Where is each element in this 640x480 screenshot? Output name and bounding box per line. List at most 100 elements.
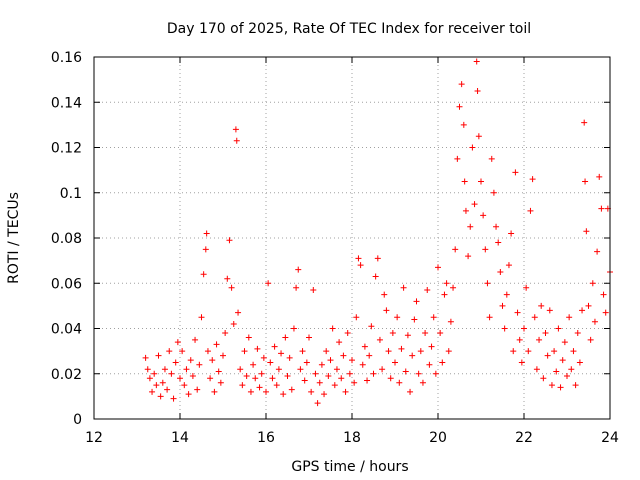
data-point	[275, 366, 282, 373]
y-tick-label: 0.16	[51, 50, 82, 66]
data-point	[576, 359, 583, 366]
data-point	[568, 366, 575, 373]
x-tick-label: 12	[85, 430, 103, 446]
data-point	[157, 393, 164, 400]
data-point	[510, 348, 517, 355]
data-point	[493, 223, 500, 230]
data-point	[161, 366, 168, 373]
data-point	[243, 373, 250, 380]
data-point	[585, 302, 592, 309]
data-point	[394, 314, 401, 321]
data-point	[340, 352, 347, 359]
data-point	[174, 339, 181, 346]
data-point	[538, 302, 545, 309]
data-point	[587, 336, 594, 343]
data-point	[239, 382, 246, 389]
data-point	[215, 368, 222, 375]
data-point	[288, 386, 295, 393]
y-tick-label: 0.14	[51, 95, 82, 111]
data-point	[469, 144, 476, 151]
data-point	[351, 379, 358, 386]
data-point	[374, 255, 381, 262]
data-point	[220, 352, 226, 359]
data-point	[551, 348, 558, 355]
data-point	[428, 343, 435, 350]
data-point	[501, 325, 508, 332]
data-point	[301, 377, 308, 384]
data-point	[561, 339, 568, 346]
data-point	[359, 361, 366, 368]
data-point	[591, 318, 598, 325]
data-point	[467, 223, 474, 230]
data-point	[280, 391, 287, 398]
data-point	[213, 341, 220, 348]
data-point	[222, 330, 229, 337]
y-tick-label: 0.04	[51, 322, 82, 338]
x-axis-label: GPS time / hours	[291, 459, 408, 475]
data-point	[529, 176, 536, 183]
data-point	[480, 212, 487, 219]
data-point	[224, 275, 231, 282]
data-point	[413, 298, 420, 305]
data-point	[306, 334, 312, 341]
data-point	[263, 388, 269, 395]
data-point	[366, 352, 373, 359]
data-point	[527, 207, 534, 214]
data-point	[600, 291, 607, 298]
data-point	[250, 361, 257, 368]
data-point	[559, 357, 566, 364]
data-point	[402, 368, 409, 375]
data-point	[290, 325, 297, 332]
data-point	[211, 388, 218, 395]
data-point	[200, 271, 207, 278]
data-points	[142, 58, 613, 407]
data-point	[495, 239, 502, 246]
data-point	[349, 357, 355, 364]
data-point	[523, 284, 530, 291]
data-point	[159, 379, 166, 386]
data-point	[460, 121, 467, 128]
data-point	[168, 370, 175, 377]
data-point	[542, 330, 549, 337]
data-point	[503, 291, 510, 298]
data-point	[265, 280, 272, 287]
data-point	[389, 330, 396, 337]
y-tick-label: 0.1	[60, 186, 82, 202]
data-point	[490, 189, 497, 196]
data-point	[458, 81, 465, 88]
data-point	[570, 348, 577, 355]
data-point	[344, 330, 351, 337]
data-point	[443, 280, 450, 287]
data-point	[465, 253, 472, 260]
y-axis-ticks: 0 0.02 0.04 0.06 0.08 0.1 0.12 0.14 0.16	[51, 50, 610, 428]
data-point	[331, 382, 338, 389]
data-point	[512, 169, 519, 176]
data-point	[581, 119, 588, 126]
data-point	[183, 366, 190, 373]
data-point	[241, 348, 248, 355]
data-point	[582, 178, 589, 185]
data-point	[398, 345, 405, 352]
data-point	[546, 307, 553, 314]
data-point	[179, 348, 186, 355]
data-point	[447, 318, 454, 325]
data-point	[596, 173, 603, 180]
data-point	[310, 287, 317, 294]
data-point	[297, 366, 304, 373]
data-point	[518, 359, 525, 366]
data-point	[364, 377, 371, 384]
data-point	[284, 373, 291, 380]
data-point	[484, 280, 491, 287]
data-point	[396, 379, 403, 386]
data-point	[536, 336, 543, 343]
x-tick-label: 14	[171, 430, 189, 446]
data-point	[482, 246, 489, 253]
data-point	[258, 370, 265, 377]
data-point	[387, 375, 394, 382]
data-point	[557, 384, 564, 391]
grid	[94, 57, 610, 419]
data-point	[177, 375, 183, 382]
data-point	[245, 334, 252, 341]
x-axis-ticks: 12 14 16 18 20 22 24	[85, 57, 619, 446]
